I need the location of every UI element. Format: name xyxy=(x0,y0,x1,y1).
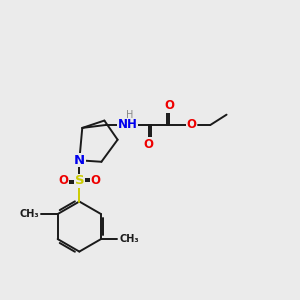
Text: CH₃: CH₃ xyxy=(20,209,39,219)
Text: N: N xyxy=(74,154,85,167)
Text: O: O xyxy=(91,174,100,188)
Text: O: O xyxy=(143,138,154,151)
Text: H: H xyxy=(126,110,133,120)
Text: O: O xyxy=(58,174,68,188)
Text: S: S xyxy=(74,174,84,188)
Text: CH₃: CH₃ xyxy=(120,234,139,244)
Text: O: O xyxy=(186,118,196,131)
Text: O: O xyxy=(164,99,174,112)
Text: NH: NH xyxy=(118,118,138,131)
